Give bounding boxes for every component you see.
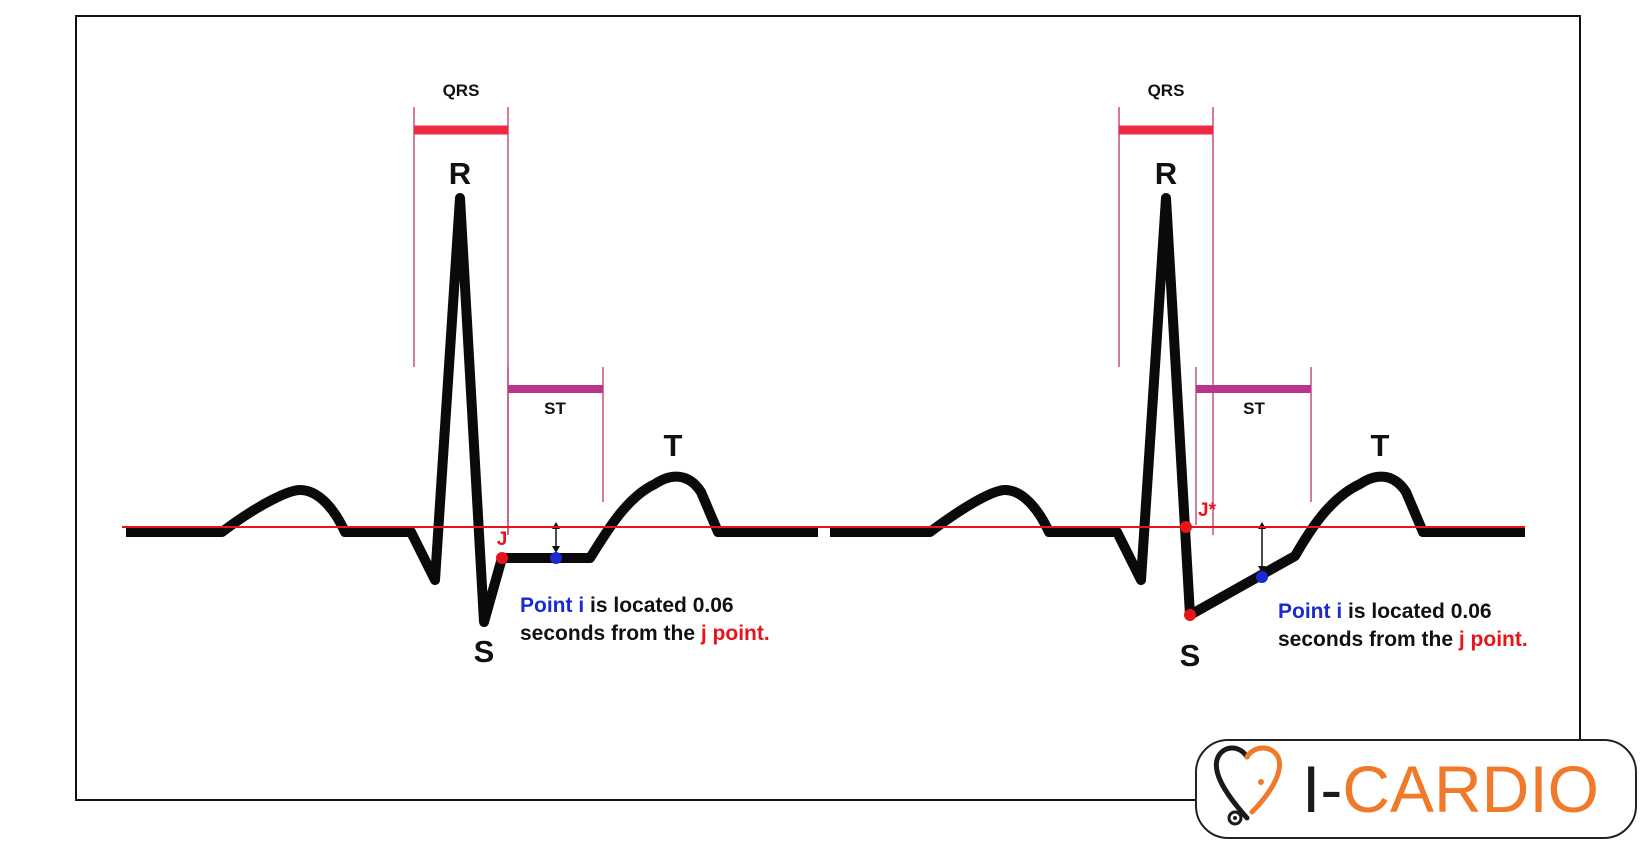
diagram-frame <box>75 15 1581 801</box>
left-j-point <box>496 552 508 564</box>
right-note-line-2: seconds from the j point. <box>1278 628 1528 651</box>
right-qrs-label: QRS <box>1148 81 1185 100</box>
i-cardio-logo: I-CARDIO <box>1195 739 1637 839</box>
left-t-label: T <box>664 428 683 463</box>
right-t-label: T <box>1371 428 1390 463</box>
right-beat: QRS ST R S T J* Point i is located 0.06 … <box>830 81 1528 673</box>
left-r-label: R <box>449 156 471 191</box>
right-i-point <box>1256 571 1268 583</box>
right-r-label: R <box>1155 156 1177 191</box>
right-jstar-label: J* <box>1198 500 1217 521</box>
left-j-label: J <box>497 529 508 550</box>
left-arrow-head-bottom <box>552 546 560 553</box>
right-arrow-head-bottom <box>1258 566 1266 573</box>
right-st-label: ST <box>1243 399 1265 418</box>
logo-text: I-CARDIO <box>1302 752 1599 826</box>
right-note-line-1: Point i is located 0.06 <box>1278 600 1492 623</box>
left-beat: QRS ST R S T J Point i is located 0.06 s… <box>126 81 818 669</box>
right-j-point <box>1184 609 1196 621</box>
left-qrs-label: QRS <box>443 81 480 100</box>
logo-box <box>1195 739 1637 839</box>
left-st-label: ST <box>544 399 566 418</box>
right-s-label: S <box>1180 638 1201 673</box>
left-s-label: S <box>474 634 495 669</box>
right-ecg-trace <box>830 193 1525 620</box>
left-note-line-2: seconds from the j point. <box>520 622 770 645</box>
left-note-line-1: Point i is located 0.06 <box>520 594 734 617</box>
stethoscope-heart-icon <box>1213 745 1282 826</box>
left-ecg-trace <box>126 193 818 627</box>
left-i-point <box>550 552 562 564</box>
